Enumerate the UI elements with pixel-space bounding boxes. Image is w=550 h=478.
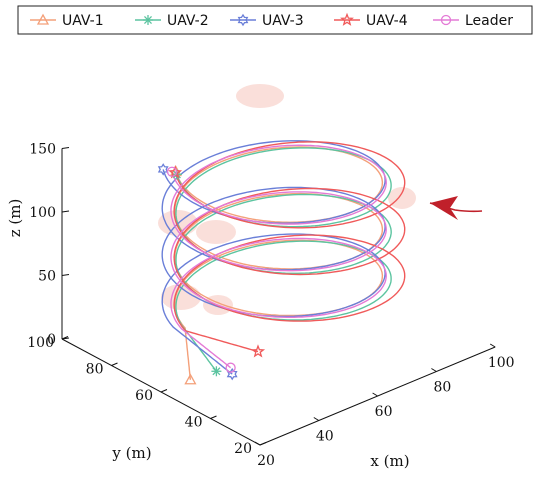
legend-marker-uav-3 — [237, 13, 249, 27]
axes: 0 50 100 150 20 40 60 80 100 20 40 60 80 100 z (m) y (m… — [6, 142, 515, 471]
start-marker-uav-2 — [211, 366, 222, 377]
x-tick-label: 60 — [375, 404, 393, 420]
series-group — [161, 140, 406, 380]
legend-label-leader: Leader — [465, 13, 513, 29]
x-tick — [313, 417, 320, 421]
z-tick-label: 0 — [47, 332, 56, 348]
legend-marker-uav-2 — [143, 15, 153, 25]
start-marker-uav-4 — [251, 344, 266, 358]
formation-region-2 — [388, 187, 416, 209]
y-tick-label: 100 — [27, 335, 54, 351]
y-tick-label: 60 — [135, 388, 153, 404]
z-axis-label: z (m) — [6, 199, 24, 238]
y-tick — [210, 415, 217, 419]
trajectory-leader — [170, 144, 387, 369]
direction-arrow-line — [429, 202, 483, 213]
trajectory-uav-3 — [161, 140, 386, 375]
legend-marker-leader — [440, 14, 452, 26]
legend-marker-uav-1 — [36, 13, 50, 25]
z-tick — [61, 210, 70, 213]
y-tick — [111, 362, 118, 366]
trajectory-uav-1 — [174, 146, 384, 380]
legend-label-uav-2: UAV-2 — [167, 13, 209, 29]
x-tick — [254, 441, 261, 446]
z-tick-label: 150 — [29, 142, 56, 158]
x-tick — [489, 343, 496, 348]
x-axis-label: x (m) — [370, 452, 409, 470]
x-tick — [372, 392, 378, 397]
legend-marker-uav-4 — [340, 12, 354, 26]
end-marker-uav-3 — [157, 163, 169, 176]
y-tick-label: 40 — [185, 415, 203, 431]
x-tick-label: 80 — [433, 380, 451, 396]
formation-region-4 — [196, 220, 236, 244]
formation-region-1 — [236, 84, 284, 108]
x-tick — [431, 368, 437, 372]
y-tick — [259, 442, 267, 446]
direction-arrow-head — [430, 196, 458, 220]
trajectory-uav-4 — [173, 141, 406, 353]
y-axis-label: y (m) — [111, 444, 151, 462]
y-tick-label: 80 — [86, 362, 104, 378]
y-tick — [61, 336, 69, 340]
x-tick-label: 40 — [316, 429, 334, 445]
start-end-markers — [157, 163, 266, 385]
start-marker-leader — [225, 362, 236, 373]
z-tick-label: 50 — [38, 269, 56, 285]
x-tick-label: 20 — [257, 453, 275, 469]
legend-label-uav-4: UAV-4 — [366, 13, 408, 29]
end-marker-leader — [166, 166, 178, 177]
start-marker-uav-1 — [184, 373, 197, 385]
z-tick — [61, 147, 70, 149]
z-tick-label: 100 — [29, 205, 56, 221]
annotations — [429, 196, 483, 220]
trajectory-uav-2 — [175, 147, 392, 372]
x-tick-label: 100 — [488, 355, 515, 371]
legend: UAV-1 UAV-2 UAV-3 UAV-4 Leader — [17, 5, 533, 35]
legend-label-uav-3: UAV-3 — [262, 13, 304, 29]
z-tick — [61, 274, 70, 276]
y-tick — [160, 389, 168, 393]
legend-label-uav-1: UAV-1 — [62, 13, 104, 29]
y-tick-label: 20 — [234, 441, 252, 457]
